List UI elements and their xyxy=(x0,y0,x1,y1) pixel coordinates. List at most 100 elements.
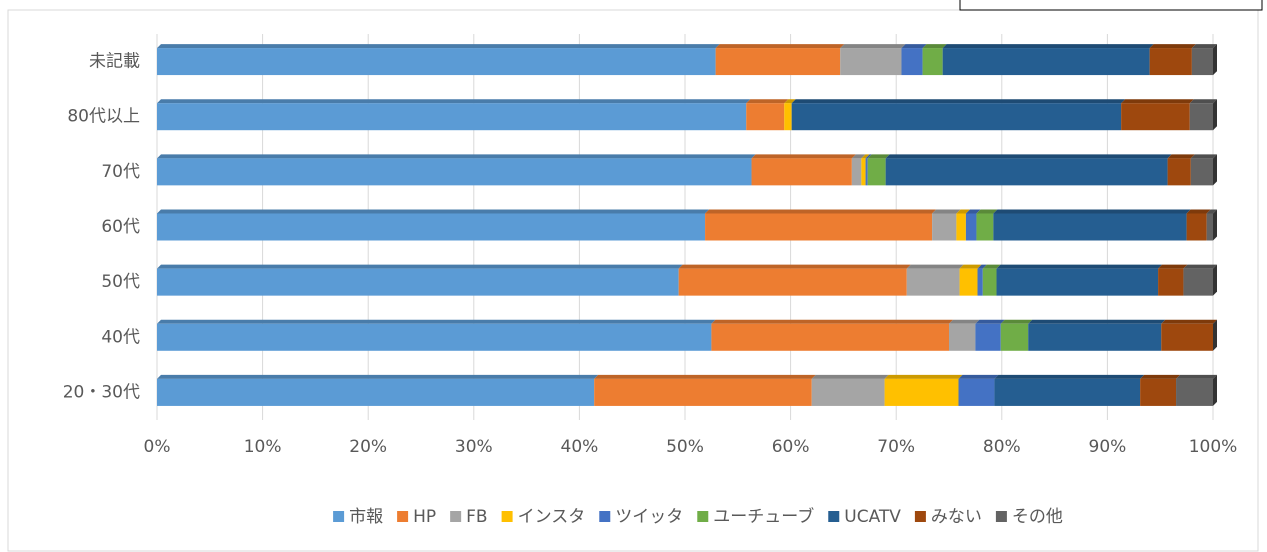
bar-segment xyxy=(1183,268,1213,296)
bar-segment xyxy=(157,158,752,186)
x-tick-label: 20% xyxy=(349,437,387,457)
bar-segment xyxy=(157,103,747,131)
bar-segment xyxy=(1167,158,1191,186)
legend-label: みない xyxy=(931,507,982,527)
bar-segment xyxy=(901,48,923,76)
bar-side xyxy=(1213,319,1217,351)
x-tick-label: 80% xyxy=(983,437,1021,457)
bar-top xyxy=(993,209,1191,214)
bar-top xyxy=(865,154,872,159)
bar-segment xyxy=(867,158,886,186)
bar-top xyxy=(1186,209,1211,214)
x-tick-label: 0% xyxy=(144,437,171,457)
bar-segment xyxy=(1028,323,1162,351)
bar-top xyxy=(1191,44,1217,49)
bar-top xyxy=(1000,319,1033,324)
bar-segment xyxy=(959,268,978,296)
legend-swatch xyxy=(397,511,409,522)
bar-top xyxy=(157,44,720,49)
x-tick-label: 50% xyxy=(666,437,704,457)
bar-top xyxy=(1161,319,1217,324)
bar-side xyxy=(1213,264,1217,296)
bar-segment xyxy=(977,268,983,296)
bar-top xyxy=(994,374,1145,379)
bar-side xyxy=(1213,154,1217,186)
legend-label: FB xyxy=(466,507,487,527)
bar-segment xyxy=(958,378,995,406)
bar-segment xyxy=(949,323,976,351)
legend-label: HP xyxy=(413,507,436,527)
bar-top xyxy=(715,44,845,49)
bar-segment xyxy=(746,103,785,131)
y-tick-label: 未記載 xyxy=(89,52,140,72)
legend-swatch xyxy=(914,511,926,522)
legend-label: その他 xyxy=(1012,507,1063,527)
bar-top xyxy=(906,264,964,269)
bar-segment xyxy=(1186,213,1207,241)
x-tick-label: 70% xyxy=(877,437,915,457)
bar-segment xyxy=(1000,323,1029,351)
text-box-edge xyxy=(959,0,1263,11)
bar-segment xyxy=(157,48,716,76)
bar-top xyxy=(932,209,961,214)
bar-segment xyxy=(1191,48,1213,76)
bar-top xyxy=(711,319,953,324)
bar-segment xyxy=(1176,378,1213,406)
bar-segment xyxy=(1140,378,1177,406)
bar-top xyxy=(751,154,856,159)
bar-segment xyxy=(1149,48,1192,76)
bar-top xyxy=(1121,99,1194,104)
bar-segment xyxy=(784,103,792,131)
bar-top xyxy=(949,319,980,324)
bar-top xyxy=(958,374,999,379)
bar-top xyxy=(791,99,1126,104)
bar-side xyxy=(1213,44,1217,76)
bar-top xyxy=(157,264,683,269)
bar-top xyxy=(956,209,970,214)
x-tick-label: 60% xyxy=(772,437,810,457)
legend-swatch xyxy=(450,511,462,522)
bar-top xyxy=(811,374,889,379)
bar-top xyxy=(942,44,1154,49)
bar-segment xyxy=(751,158,852,186)
legend-label: インスタ xyxy=(518,507,586,527)
bar-segment xyxy=(975,323,1001,351)
bar-segment xyxy=(157,213,706,241)
bar-top xyxy=(678,264,911,269)
bar-segment xyxy=(711,323,949,351)
legend-label: UCATV xyxy=(844,507,901,527)
bar-segment xyxy=(942,48,1150,76)
bar-top xyxy=(867,154,890,159)
y-tick-label: 40代 xyxy=(101,327,140,347)
bar-segment xyxy=(791,103,1122,131)
bar-segment xyxy=(932,213,957,241)
bar-top xyxy=(157,154,756,159)
bar-segment xyxy=(157,323,712,351)
legend-swatch xyxy=(828,511,840,522)
bar-segment xyxy=(885,158,1168,186)
bar-top xyxy=(1028,319,1166,324)
bar-segment xyxy=(594,378,812,406)
bar-segment xyxy=(982,268,997,296)
x-tick-label: 30% xyxy=(455,437,493,457)
bar-top xyxy=(1167,154,1195,159)
bar-side xyxy=(1213,99,1217,131)
bar-segment xyxy=(956,213,966,241)
bar-top xyxy=(1183,264,1217,269)
bar-top xyxy=(982,264,1001,269)
x-tick-label: 100% xyxy=(1189,437,1238,457)
legend-swatch xyxy=(995,511,1007,522)
bar-segment xyxy=(1206,213,1213,241)
bar-top xyxy=(784,99,796,104)
bar-segment xyxy=(1158,268,1184,296)
legend-swatch xyxy=(333,511,345,522)
bar-top xyxy=(1206,209,1217,214)
bar-segment xyxy=(994,378,1141,406)
bar-segment xyxy=(993,213,1187,241)
bar-side xyxy=(1213,374,1217,406)
bar-segment xyxy=(157,378,595,406)
bar-top xyxy=(746,99,789,104)
bar-top xyxy=(1158,264,1188,269)
bar-top xyxy=(884,374,963,379)
